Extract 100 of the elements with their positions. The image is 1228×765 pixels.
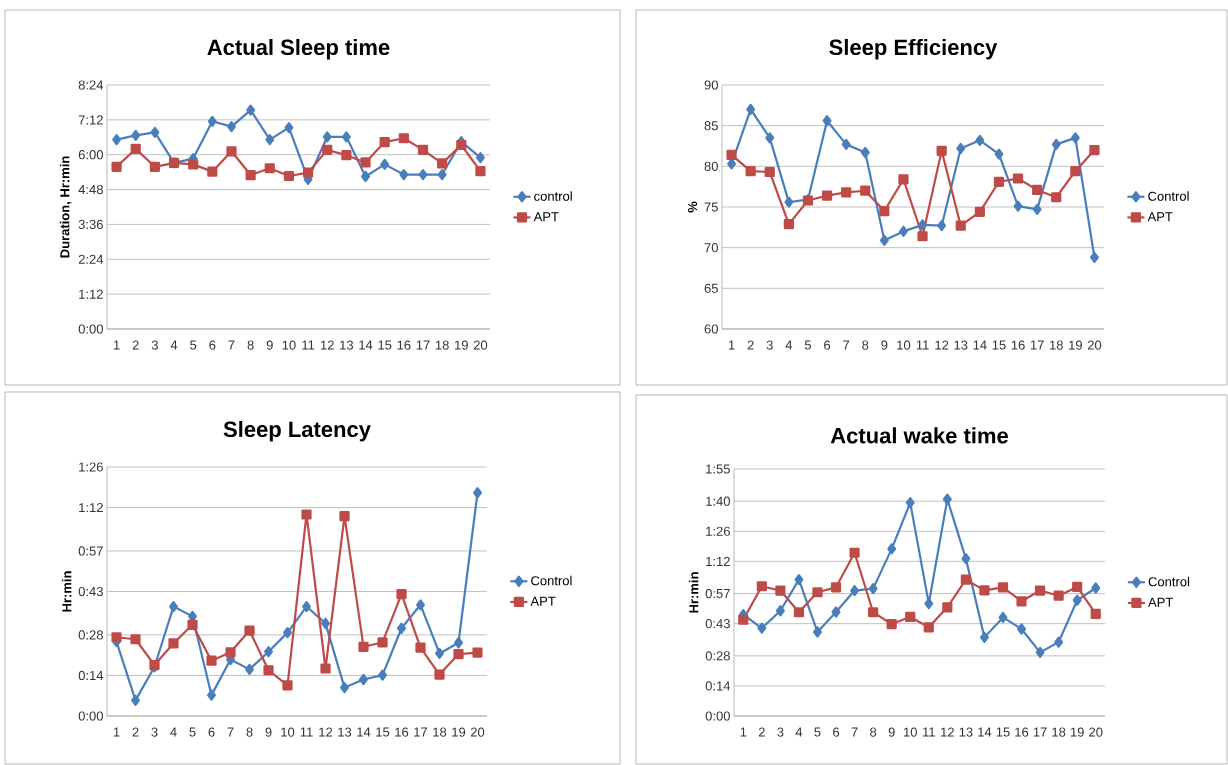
- y-axis-title: Duration, Hr:min: [59, 156, 72, 258]
- y-tick-label: 3:36: [78, 219, 103, 230]
- x-tick-label: 15: [376, 727, 390, 737]
- y-tick-label: 0:00: [78, 711, 103, 721]
- x-tick-label: 12: [320, 340, 334, 350]
- x-tick-label: 14: [973, 340, 987, 350]
- x-tick-label: 7: [228, 340, 235, 350]
- x-tick-label: 16: [397, 340, 411, 350]
- x-tick-label: 8: [247, 340, 254, 350]
- x-tick-label: 5: [814, 727, 821, 737]
- x-tick-label: 15: [996, 727, 1010, 737]
- x-tick-label: 16: [1011, 340, 1025, 350]
- legend-label: Control: [1148, 191, 1189, 201]
- x-tick-label: 8: [870, 727, 877, 737]
- y-tick-label: 1:40: [706, 496, 730, 506]
- y-tick-label: 7:12: [78, 115, 103, 125]
- x-tick-label: 18: [433, 727, 447, 737]
- x-tick-label: 13: [954, 340, 968, 350]
- x-tick-label: 20: [1087, 340, 1102, 350]
- x-tick-label: 6: [209, 340, 216, 350]
- x-tick-label: 2: [758, 727, 765, 737]
- x-tick-label: 6: [824, 340, 831, 350]
- y-tick-label: 90: [704, 80, 718, 90]
- y-tick-label: 8:24: [78, 80, 104, 90]
- legend-label: control: [534, 191, 572, 201]
- x-tick-label: 13: [340, 340, 354, 350]
- y-tick-label: 0:14: [705, 681, 731, 691]
- y-tick-label: 1:26: [79, 462, 103, 472]
- x-tick-label: 10: [281, 727, 295, 737]
- x-tick-label: 11: [300, 727, 313, 737]
- x-tick-label: 11: [302, 340, 315, 350]
- x-tick-label: 14: [978, 727, 992, 737]
- x-tick-label: 11: [916, 340, 929, 350]
- y-tick-label: 70: [704, 243, 718, 253]
- x-tick-label: 17: [414, 727, 428, 737]
- x-tick-label: 7: [227, 727, 234, 737]
- y-tick-label: 1:12: [706, 556, 730, 566]
- x-tick-label: 5: [804, 340, 812, 350]
- y-tick-label: 1:12: [79, 289, 103, 299]
- y-tick-label: 0:57: [705, 588, 730, 599]
- x-tick-label: 18: [1052, 727, 1066, 737]
- chart-title: Sleep Efficiency: [829, 38, 998, 60]
- x-tick-label: 13: [959, 727, 973, 737]
- x-tick-label: 19: [455, 340, 468, 350]
- legend-label: Control: [1148, 576, 1190, 587]
- y-tick-label: 6:00: [78, 150, 103, 160]
- x-tick-label: 3: [151, 727, 158, 737]
- chart-title: Sleep Latency: [223, 420, 371, 442]
- x-tick-label: 10: [903, 727, 917, 737]
- x-tick-label: 2: [132, 727, 139, 737]
- x-tick-label: 17: [1033, 727, 1047, 737]
- x-tick-label: 2: [132, 340, 139, 350]
- y-tick-label: 0:43: [705, 619, 730, 629]
- x-tick-label: 19: [1069, 340, 1082, 350]
- x-tick-label: 20: [1089, 727, 1103, 737]
- x-tick-label: 12: [935, 340, 949, 350]
- x-tick-label: 9: [266, 340, 273, 350]
- y-tick-label: 1:12: [79, 502, 103, 513]
- legend-label: Control: [531, 575, 572, 586]
- x-tick-label: 9: [881, 340, 888, 350]
- x-tick-label: 1: [113, 727, 120, 737]
- y-tick-label: 0:00: [78, 324, 103, 334]
- y-axis-title: Hr:min: [61, 571, 72, 612]
- legend-label: APT: [1148, 597, 1174, 607]
- x-tick-label: 15: [992, 340, 1006, 350]
- y-tick-label: 0:43: [78, 586, 103, 597]
- y-tick-label: 0:14: [78, 670, 104, 681]
- y-axis-title: Hr:min: [688, 572, 699, 613]
- y-tick-label: 60: [704, 324, 718, 334]
- x-tick-label: 10: [897, 340, 911, 350]
- x-tick-label: 1: [113, 340, 120, 350]
- chart-title: Actual Sleep time: [207, 38, 390, 60]
- x-tick-label: 7: [843, 340, 850, 350]
- x-tick-label: 9: [265, 727, 272, 737]
- x-tick-label: 12: [319, 727, 333, 737]
- y-tick-label: 1:26: [706, 526, 730, 536]
- x-tick-label: 4: [785, 340, 793, 350]
- x-tick-label: 14: [357, 727, 371, 737]
- x-tick-label: 20: [470, 727, 485, 737]
- x-tick-label: 10: [282, 340, 296, 350]
- legend-label: APT: [533, 212, 559, 222]
- x-tick-label: 3: [766, 340, 773, 350]
- x-tick-label: 20: [473, 340, 488, 350]
- legend-label: APT: [530, 596, 556, 606]
- x-tick-label: 5: [190, 340, 197, 350]
- chart-title: Actual wake time: [830, 427, 1008, 444]
- y-tick-label: 2:24: [78, 254, 104, 264]
- x-tick-label: 11: [923, 727, 935, 737]
- x-tick-label: 17: [1030, 340, 1044, 350]
- x-tick-label: 16: [395, 727, 409, 737]
- y-tick-label: 0:57: [78, 546, 103, 556]
- x-tick-label: 4: [170, 727, 177, 737]
- x-tick-label: 16: [1015, 727, 1029, 737]
- x-tick-label: 1: [740, 727, 747, 737]
- x-tick-label: 4: [170, 340, 178, 350]
- x-tick-label: 1: [728, 340, 735, 350]
- y-tick-label: 0:00: [705, 711, 730, 721]
- y-tick-label: 1:55: [706, 464, 730, 474]
- x-tick-label: 19: [452, 727, 466, 737]
- x-tick-label: 5: [189, 727, 196, 737]
